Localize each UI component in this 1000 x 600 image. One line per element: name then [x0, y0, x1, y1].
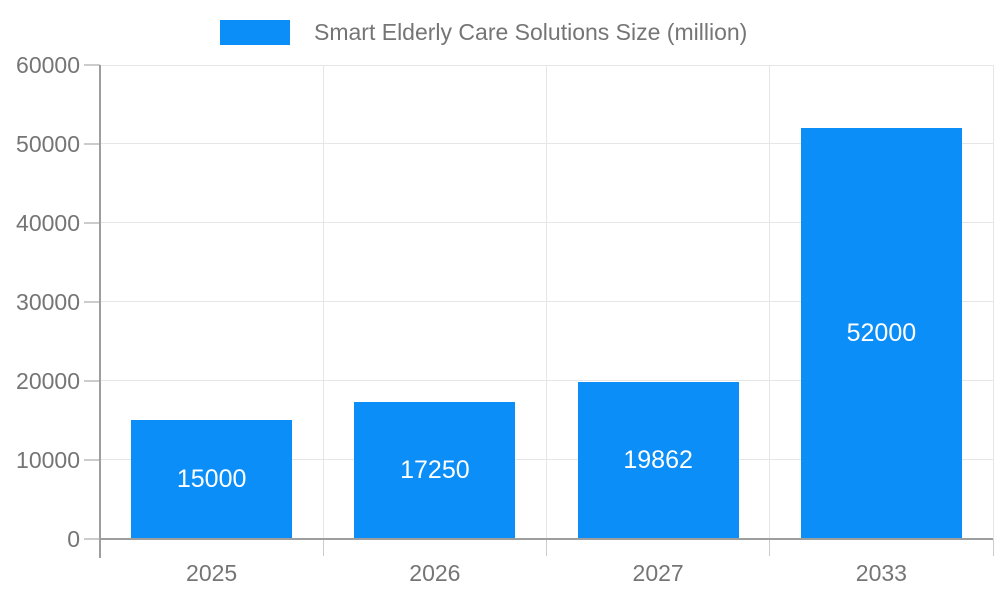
- x-gridline: [769, 65, 771, 539]
- x-axis-tick: [322, 538, 324, 556]
- bar-2026: [354, 402, 516, 539]
- y-axis-tick: [84, 300, 100, 303]
- bar-2027: [577, 381, 739, 539]
- x-gridline: [546, 65, 547, 539]
- legend-label: Smart Elderly Care Solutions Size (milli…: [314, 19, 748, 45]
- x-axis-line: [100, 537, 993, 540]
- bar-2025: [131, 420, 293, 539]
- y-axis-label: 10000: [16, 446, 80, 473]
- y-axis-tick: [84, 221, 100, 224]
- y-axis-label: 40000: [16, 209, 80, 236]
- x-axis-label: 2027: [632, 560, 684, 586]
- legend-color-swatch: [220, 20, 290, 45]
- bar-value-label: 52000: [846, 319, 917, 348]
- y-axis-label: 30000: [16, 288, 80, 315]
- y-axis-label: 20000: [16, 367, 80, 394]
- x-axis-label: 2033: [855, 560, 907, 586]
- y-axis-tick: [84, 379, 100, 382]
- x-axis-tick: [992, 538, 994, 556]
- x-gridline: [322, 65, 324, 539]
- y-axis-tick: [84, 458, 100, 461]
- chart-legend: Smart Elderly Care Solutions Size (milli…: [220, 19, 747, 46]
- plot-right-border: [992, 65, 994, 539]
- x-axis-label: 2026: [409, 560, 461, 586]
- y-axis-label: 60000: [16, 52, 80, 78]
- bar-value-label: 15000: [176, 465, 247, 494]
- y-axis-tick: [84, 142, 100, 145]
- bar-value-label: 17250: [400, 456, 470, 485]
- y-axis-tick: [84, 537, 100, 540]
- x-axis-label: 2025: [186, 560, 238, 586]
- y-axis-tick: [84, 64, 100, 66]
- bar-value-label: 19862: [623, 446, 693, 475]
- y-axis-line: [99, 65, 101, 558]
- x-axis-tick: [546, 538, 547, 556]
- y-axis-label: 50000: [16, 130, 80, 157]
- x-axis-tick: [769, 538, 771, 556]
- bar-2033: [800, 128, 962, 539]
- y-axis-label: 0: [67, 525, 80, 552]
